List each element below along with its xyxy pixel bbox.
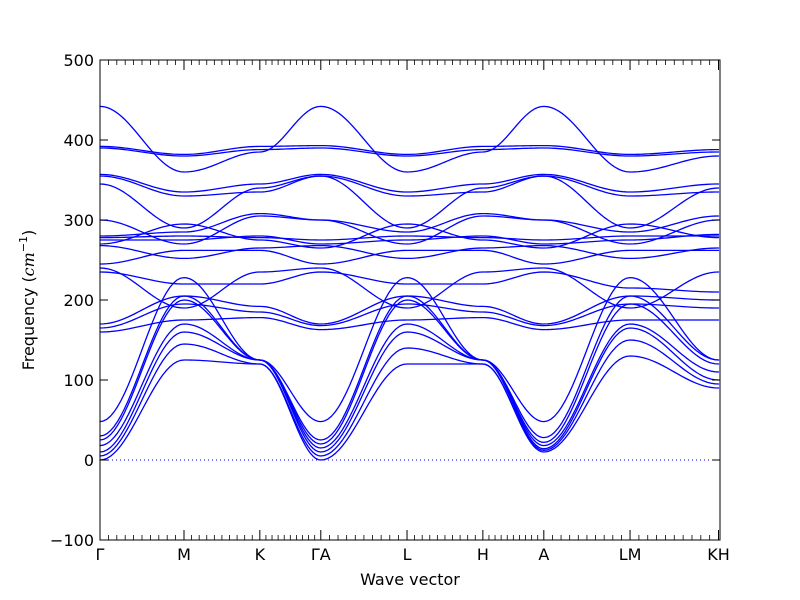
y-tick-label: 200 xyxy=(63,291,94,310)
x-tick-label: K xyxy=(255,545,266,564)
band-11 xyxy=(99,271,720,293)
x-minor-ticks xyxy=(108,60,711,540)
band-12 xyxy=(99,267,720,309)
band-2 xyxy=(99,339,720,457)
y-tick-label: 400 xyxy=(63,131,94,150)
plot-frame xyxy=(99,59,721,541)
x-tick-label: LM xyxy=(619,545,642,564)
band-8 xyxy=(99,316,720,333)
x-tick-label: KH xyxy=(707,545,730,564)
band-23 xyxy=(99,147,720,157)
phonon-bands xyxy=(99,105,720,461)
x-tick-label: H xyxy=(477,545,489,564)
band-9 xyxy=(99,303,720,329)
y-axis-label: Frequency (cm−1) xyxy=(17,230,38,371)
band-5 xyxy=(99,299,720,445)
x-tick-label: A xyxy=(538,545,549,564)
band-20 xyxy=(99,175,720,229)
y-tick-label: 300 xyxy=(63,211,94,230)
band-14 xyxy=(99,244,720,260)
x-axis-label: Wave vector xyxy=(360,570,460,589)
y-axis-ticks: −100 0 100 200 300 400 500 xyxy=(50,51,720,550)
band-16 xyxy=(99,233,720,245)
x-tick-label: ΓA xyxy=(311,545,331,564)
band-3 xyxy=(99,327,720,453)
y-tick-label: 100 xyxy=(63,371,94,390)
x-tick-label: M xyxy=(177,545,191,564)
band-21 xyxy=(99,175,720,197)
band-13 xyxy=(99,249,720,265)
y-tick-label: 0 xyxy=(84,451,94,470)
x-tick-label: L xyxy=(403,545,412,564)
band-4 xyxy=(99,323,720,449)
band-19 xyxy=(99,215,720,245)
y-tick-label: 500 xyxy=(63,51,94,70)
band-1 xyxy=(99,355,720,461)
x-tick-label: Γ xyxy=(96,545,105,564)
band-25 xyxy=(99,105,720,173)
band-24 xyxy=(99,144,720,156)
y-tick-label: −100 xyxy=(50,531,94,550)
band-18 xyxy=(99,212,720,237)
band-22 xyxy=(99,173,720,193)
